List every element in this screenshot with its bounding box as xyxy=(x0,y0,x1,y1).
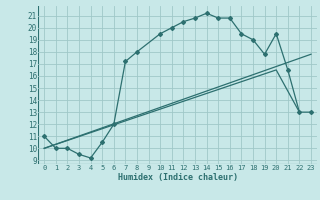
X-axis label: Humidex (Indice chaleur): Humidex (Indice chaleur) xyxy=(118,173,238,182)
